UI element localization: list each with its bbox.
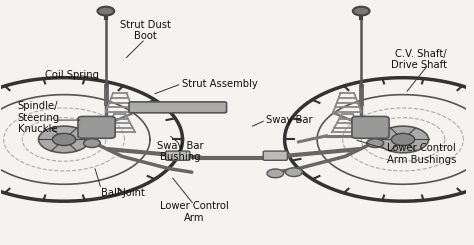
FancyBboxPatch shape (263, 151, 287, 160)
Circle shape (285, 168, 302, 176)
Circle shape (38, 126, 90, 153)
Circle shape (377, 126, 428, 153)
Text: Sway Bar
Bushing: Sway Bar Bushing (157, 141, 203, 162)
Text: C.V. Shaft/
Drive Shaft: C.V. Shaft/ Drive Shaft (391, 49, 447, 70)
FancyBboxPatch shape (78, 116, 115, 138)
Text: Spindle/
Steering
Knuckle: Spindle/ Steering Knuckle (18, 101, 60, 134)
Text: Strut Assembly: Strut Assembly (182, 79, 258, 89)
Circle shape (353, 7, 370, 15)
Circle shape (83, 139, 100, 147)
Text: Coil Spring: Coil Spring (46, 70, 100, 80)
Circle shape (53, 133, 76, 146)
FancyBboxPatch shape (352, 116, 389, 138)
Circle shape (267, 169, 283, 178)
Text: Sway Bar: Sway Bar (266, 115, 313, 125)
Circle shape (392, 133, 415, 146)
Text: Strut Dust
Boot: Strut Dust Boot (120, 20, 171, 41)
FancyBboxPatch shape (166, 151, 190, 160)
Text: Ball Joint: Ball Joint (101, 188, 145, 198)
Circle shape (367, 139, 383, 147)
Circle shape (98, 7, 114, 15)
Text: Lower Control
Arm Bushings: Lower Control Arm Bushings (387, 143, 456, 165)
FancyBboxPatch shape (129, 102, 227, 113)
Text: Lower Control
Arm: Lower Control Arm (160, 201, 228, 223)
